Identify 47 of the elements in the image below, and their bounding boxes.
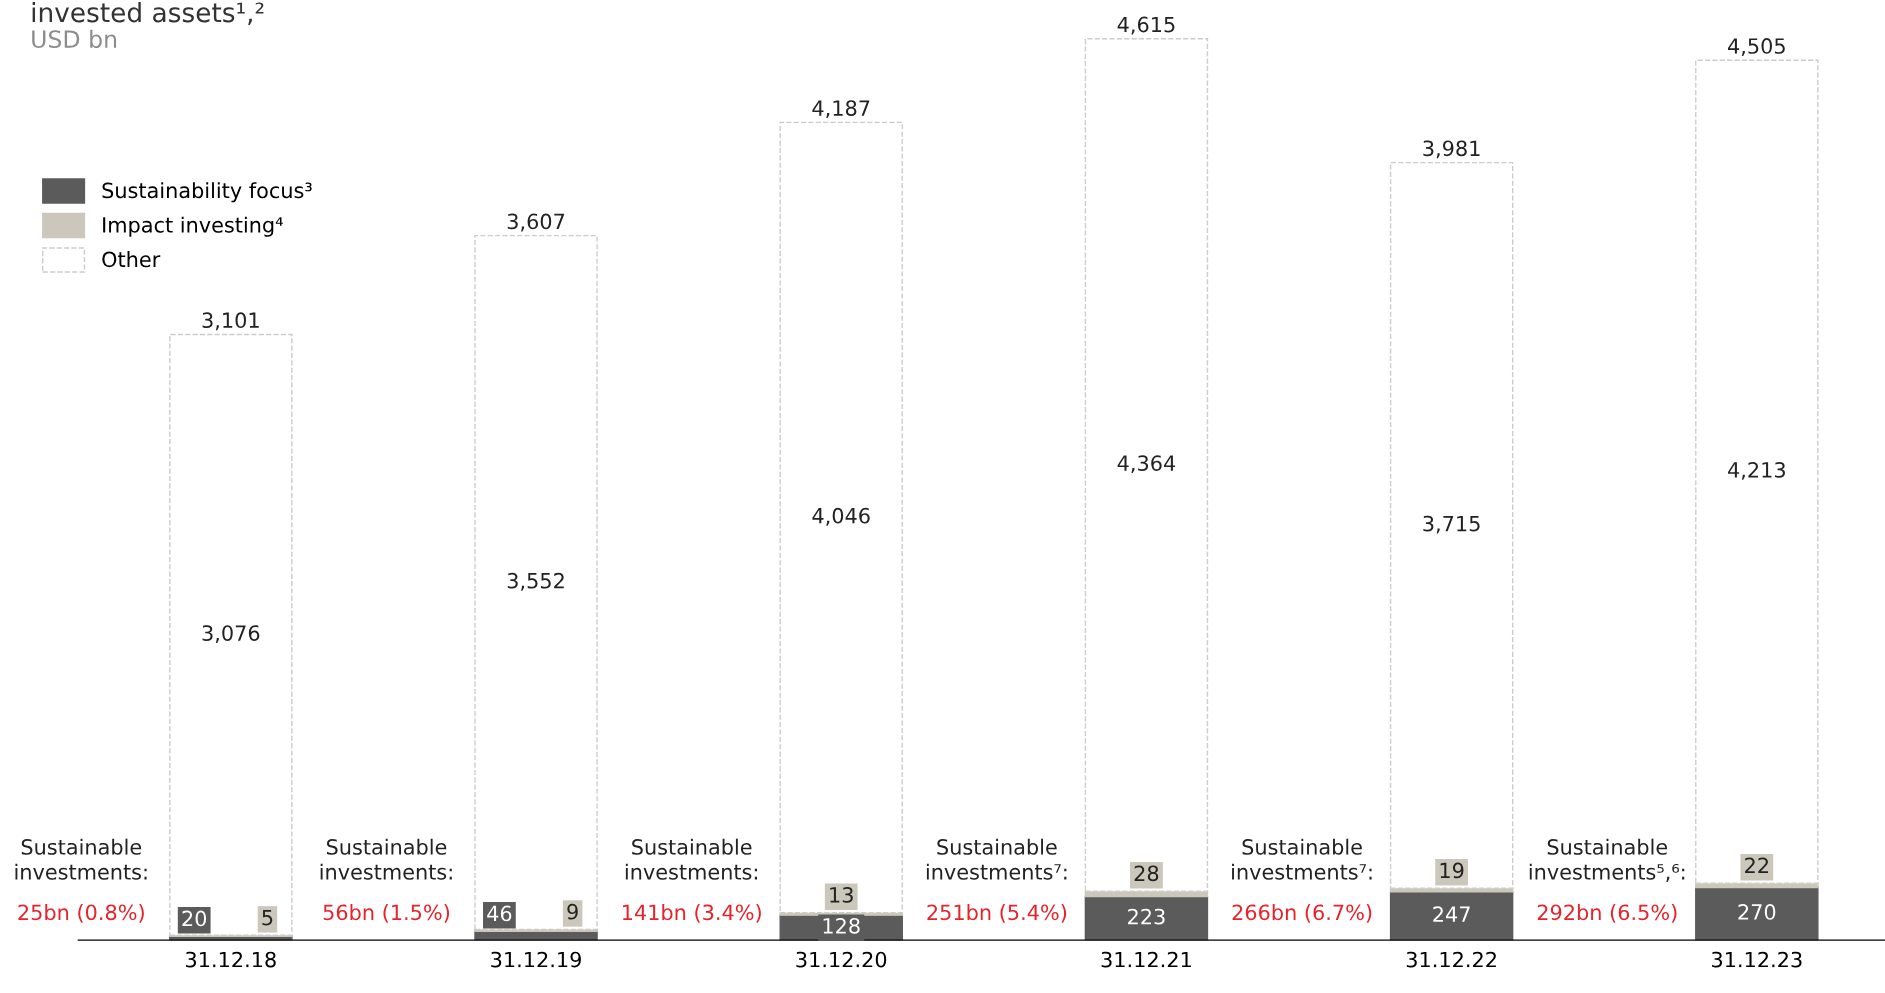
annotation: Sustainable investments: (625, 838, 757, 880)
total-label: 3,101 (202, 312, 259, 331)
total-label: 4,505 (1728, 38, 1785, 56)
data-label: 22 (1745, 857, 1768, 873)
annotation: 25bn (0.8%) (18, 904, 144, 923)
data-label: 13 (830, 886, 853, 903)
x-tick-label: 31.12.23 (1712, 951, 1802, 968)
data-label: 46 (487, 905, 512, 922)
total-label: 3,607 (507, 213, 565, 232)
total-label: 4,615 (1117, 16, 1175, 35)
data-label: 4,364 (1117, 455, 1176, 474)
data-label: 3,552 (507, 572, 564, 591)
x-tick-label: 31.12.22 (1406, 951, 1496, 968)
x-tick-label: 31.12.19 (491, 951, 581, 968)
data-label: 5 (262, 909, 273, 926)
chart-subtitle: USD bn (32, 29, 117, 49)
annotation: Sustainable investments⁷: (926, 838, 1067, 880)
annotation: 251bn (5.4%) (927, 904, 1067, 923)
annotation: Sustainable investments⁵,⁶: (1529, 838, 1685, 882)
data-label: 3,715 (1423, 515, 1480, 534)
annotation: 56bn (1.5%) (323, 904, 450, 923)
x-tick-label: 31.12.21 (1101, 951, 1191, 968)
data-label: 4,046 (812, 507, 870, 526)
data-label: 247 (1433, 906, 1470, 922)
total-label: 4,187 (812, 100, 870, 119)
annotation: 292bn (6.5%) (1537, 904, 1677, 923)
data-label: 223 (1128, 908, 1165, 925)
chart-title: invested assets¹,² (32, 1, 264, 26)
annotation: 141bn (3.4%) (622, 904, 761, 923)
x-tick-label: 31.12.20 (796, 951, 887, 968)
annotation: 266bn (6.7%) (1232, 904, 1372, 923)
legend-label: Sustainability focus³ (102, 182, 312, 203)
legend-label: Other (102, 251, 161, 268)
legend-label: Impact investing⁴ (103, 216, 283, 237)
annotation: Sustainable investments: (320, 838, 452, 880)
annotation: Sustainable investments: (15, 838, 147, 880)
data-label: 128 (823, 917, 860, 934)
data-label: 4,213 (1728, 461, 1785, 480)
data-label: 270 (1738, 904, 1776, 920)
data-label: 28 (1134, 865, 1159, 882)
data-label: 3,076 (202, 625, 260, 644)
data-label: 19 (1440, 862, 1464, 879)
total-label: 3,981 (1423, 140, 1480, 159)
data-label: 9 (567, 903, 578, 920)
x-tick-label: 31.12.18 (186, 951, 276, 968)
data-label: 20 (182, 910, 207, 927)
annotation: Sustainable investments⁷: (1232, 838, 1372, 880)
